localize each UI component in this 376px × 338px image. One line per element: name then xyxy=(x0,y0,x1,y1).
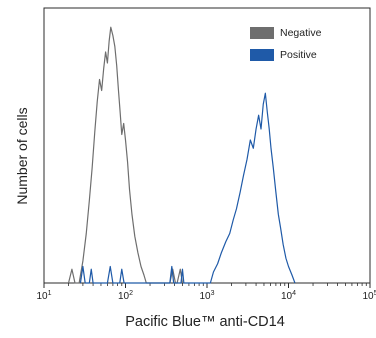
x-tick-label-exponent: 3 xyxy=(211,290,215,297)
series-line-positive xyxy=(79,92,296,284)
x-tick-label-exponent: 4 xyxy=(292,290,296,297)
x-tick-label: 102 xyxy=(118,290,133,302)
legend-label-negative: Negative xyxy=(280,27,322,39)
legend-item-positive: Positive xyxy=(250,48,321,62)
x-tick-label-base: 10 xyxy=(36,291,48,302)
y-axis-label: Number of cells xyxy=(14,107,30,205)
legend: Negative Positive xyxy=(250,26,321,70)
legend-item-negative: Negative xyxy=(250,26,321,40)
x-axis-ticks: 101 102 103 104 105 xyxy=(36,283,376,302)
x-tick-label-exponent: 2 xyxy=(129,290,133,297)
x-tick-label-exponent: 1 xyxy=(48,290,52,297)
legend-label-positive: Positive xyxy=(280,49,317,61)
x-tick-label: 104 xyxy=(281,290,296,302)
series-layer xyxy=(67,26,296,284)
x-tick-label: 101 xyxy=(36,290,51,302)
x-tick-label-base: 10 xyxy=(281,291,293,302)
x-axis-label: Pacific Blue™ anti-CD14 xyxy=(125,314,285,330)
series-line-negative xyxy=(67,26,184,284)
x-tick-label: 103 xyxy=(199,290,214,302)
x-tick-label: 105 xyxy=(362,290,376,302)
x-tick-label-base: 10 xyxy=(362,291,374,302)
x-tick-label-base: 10 xyxy=(118,291,130,302)
legend-swatch-negative xyxy=(250,27,274,39)
x-tick-label-base: 10 xyxy=(199,291,211,302)
x-tick-label-exponent: 5 xyxy=(374,290,376,297)
legend-swatch-positive xyxy=(250,49,274,61)
